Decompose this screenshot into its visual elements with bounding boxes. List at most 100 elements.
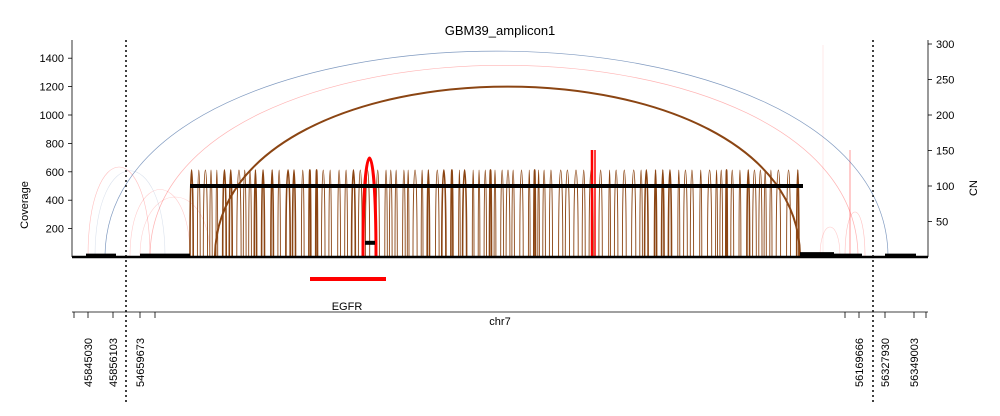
breakpoint-spike-18 [314,169,319,258]
breakpoint-spike-43 [488,169,493,258]
faint-arc-1 [94,170,166,258]
breakpoint-spike-52 [542,169,546,258]
breakpoint-spike-6 [228,169,233,258]
deletion-spike-egfr [361,156,378,258]
breakpoint-spike-50 [533,169,537,258]
y2-axis-title: CN [968,180,980,196]
breakpoint-spike-10 [253,169,258,258]
breakpoint-spike-39 [461,169,468,258]
breakpoint-spike-33 [420,169,424,258]
breakpoint-spike-11 [260,169,266,258]
breakpoint-spike-4 [215,169,219,258]
breakpoint-spike-76 [725,169,729,258]
faint-arc-4 [844,211,866,258]
breakpoint-spike-32 [412,169,418,258]
x-axis-title: chr7 [489,316,510,328]
breakpoint-spike-2 [202,169,208,258]
breakpoint-spike-20 [328,169,332,258]
breakpoint-spike-7 [236,169,242,258]
breakpoint-spike-82 [763,169,767,258]
faint-arc-2 [129,189,191,258]
breakpoint-spike-56 [573,169,579,258]
x-tick-label-5: 56349003 [909,338,921,387]
breakpoint-spike-37 [450,169,454,258]
x-tick-label-1: 45856103 [108,338,120,387]
breakpoint-spike-51 [537,169,540,258]
y-tick-label-4: 1000 [40,110,64,122]
faint-arc-5 [819,226,841,258]
x-tick-label-0: 45845030 [83,338,95,387]
y2-tick-label-1: 100 [936,181,954,193]
breakpoint-spike-35 [435,169,440,258]
breakpoint-spike-49 [527,169,531,258]
breakpoint-spike-36 [441,169,447,258]
breakpoint-spike-9 [248,169,252,258]
breakpoint-spike-83 [769,169,773,258]
breakpoint-spike-48 [519,169,524,258]
chart-marks: 200 400 600 800 1000 1200 1400 50 100 150 200 250 30… [40,39,954,402]
gene-label-egfr: EGFR [332,301,363,313]
breakpoint-spike-57 [581,169,586,258]
breakpoint-spike-29 [394,169,398,258]
breakpoint-spike-59 [598,169,603,258]
breakpoint-spike-54 [558,169,564,258]
y-tick-label-6: 1400 [40,53,64,65]
breakpoint-spike-79 [746,169,751,258]
breakpoint-spike-31 [406,169,410,258]
breakpoint-spike-12 [270,169,275,258]
breakpoint-spike-27 [384,169,388,258]
breakpoint-spike-80 [752,169,757,258]
breakpoint-spike-70 [683,169,688,258]
breakpoint-spike-78 [738,169,742,258]
breakpoint-spike-60 [608,169,611,258]
y2-tick-label-3: 200 [936,110,954,122]
breakpoint-spike-0 [189,169,194,258]
breakpoint-spike-69 [677,169,681,258]
breakpoint-spike-23 [350,169,357,258]
y-tick-label-5: 1200 [40,82,64,94]
arc-foldback [104,50,889,258]
breakpoint-spike-8 [242,169,247,258]
y2-tick-label-2: 150 [936,146,954,158]
breakpoint-spike-86 [795,169,800,258]
breakpoint-spike-14 [285,169,291,258]
breakpoint-spike-73 [707,169,713,258]
arc-everted [214,85,801,258]
breakpoint-spike-16 [300,169,305,258]
breakpoint-spike-74 [715,169,718,258]
breakpoint-spike-81 [758,169,763,258]
y-tick-label-3: 800 [46,138,64,150]
breakpoint-spike-21 [337,169,341,258]
x-tick-label-4: 56327930 [880,338,892,387]
breakpoint-spike-64 [639,169,643,258]
faint-arc-3 [139,196,211,258]
breakpoint-spike-34 [426,169,431,258]
chart-title: GBM39_amplicon1 [445,23,556,38]
breakpoint-spike-5 [221,169,227,258]
breakpoint-spike-19 [321,169,326,258]
breakpoint-spike-65 [643,169,649,258]
breakpoint-spike-47 [511,169,515,258]
breakpoint-spike-61 [613,169,619,258]
breakpoint-spike-22 [344,169,348,258]
y-tick-label-0: 200 [46,224,64,236]
breakpoint-spike-42 [483,169,487,258]
breakpoint-spike-38 [458,169,461,258]
breakpoint-spike-77 [730,169,735,258]
breakpoint-spike-17 [308,169,312,258]
arc-faint-red [149,65,859,258]
x-tick-label-2: 54659673 [135,338,147,387]
faint-arc-0 [87,166,151,258]
breakpoint-spike-44 [493,169,497,258]
y2-tick-label-5: 300 [936,39,954,51]
y2-tick-label-0: 50 [936,217,948,229]
breakpoint-spike-62 [621,169,627,258]
breakpoint-spike-45 [500,169,505,258]
breakpoint-spike-40 [471,169,475,258]
breakpoint-spike-67 [660,169,665,258]
breakpoint-spike-15 [291,169,297,258]
y-tick-label-2: 600 [46,167,64,179]
y-axis-title: Coverage [19,181,31,229]
breakpoint-spike-75 [719,169,724,258]
